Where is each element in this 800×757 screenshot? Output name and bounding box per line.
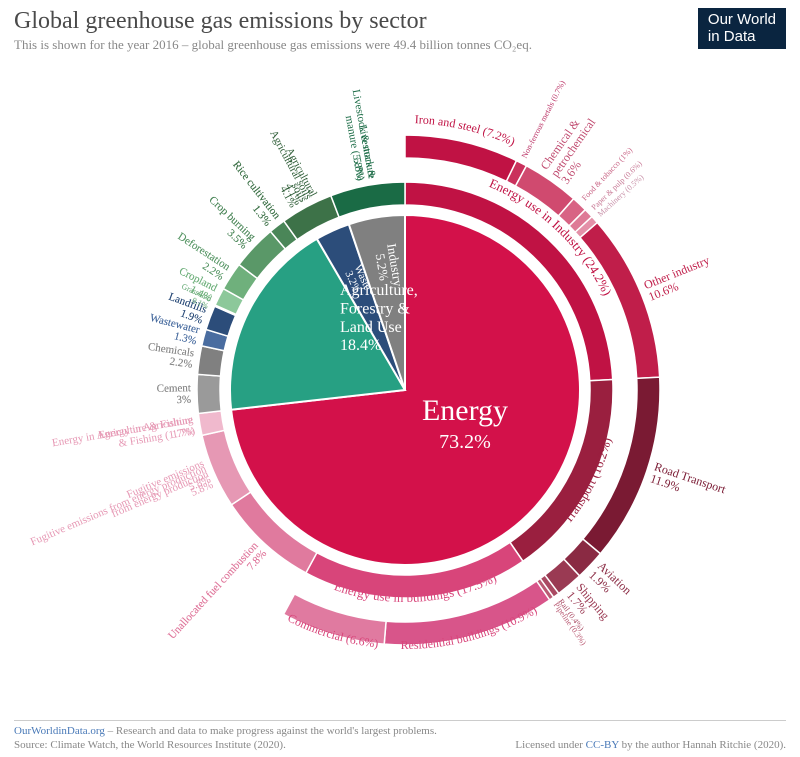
mid-slice [197, 374, 221, 413]
sunburst-chart: Energy73.2%Agriculture,Forestry &Land Us… [0, 70, 800, 710]
owid-logo: Our World in Data [698, 8, 786, 49]
footer-source: Source: Climate Watch, the World Resourc… [14, 739, 286, 751]
svg-text:Cement3%: Cement3% [157, 382, 192, 406]
owid-link[interactable]: OurWorldinData.org [14, 725, 105, 737]
chart-subtitle: This is shown for the year 2016 – global… [14, 37, 786, 53]
footer-source-row: Source: Climate Watch, the World Resourc… [14, 739, 786, 751]
logo-line1: Our World [708, 11, 776, 28]
logo-line2: in Data [708, 28, 756, 45]
chart-title: Global greenhouse gas emissions by secto… [14, 8, 786, 35]
chart-footer: OurWorldinData.org – Research and data t… [14, 720, 786, 751]
svg-text:Energy in Agriculture& Fishing: Energy in Agriculture& Fishing (1.7%) [98, 413, 197, 452]
svg-text:73.2%: 73.2% [439, 431, 491, 453]
energy-label: Energy [422, 394, 508, 427]
footer-tagline-text: – Research and data to make progress aga… [105, 725, 437, 737]
mid-slice [331, 182, 405, 217]
license-link[interactable]: CC-BY [586, 739, 619, 751]
svg-text:Fugitive emissionsfrom energy: Fugitive emissionsfrom energy production… [105, 457, 215, 530]
svg-text:Other industry10.6%: Other industry10.6% [642, 253, 717, 304]
svg-text:Crop burning3.5%: Crop burning3.5% [199, 194, 258, 252]
mid-slice [198, 411, 224, 435]
chart-header: Global greenhouse gas emissions by secto… [0, 0, 800, 57]
svg-text:Road Transport11.9%: Road Transport11.9% [649, 459, 729, 508]
footer-tagline: OurWorldinData.org – Research and data t… [14, 725, 786, 737]
footer-license: Licensed under CC-BY by the author Hanna… [515, 739, 786, 751]
svg-text:Unallocated fuel combustion7.8: Unallocated fuel combustion7.8% [166, 539, 270, 649]
